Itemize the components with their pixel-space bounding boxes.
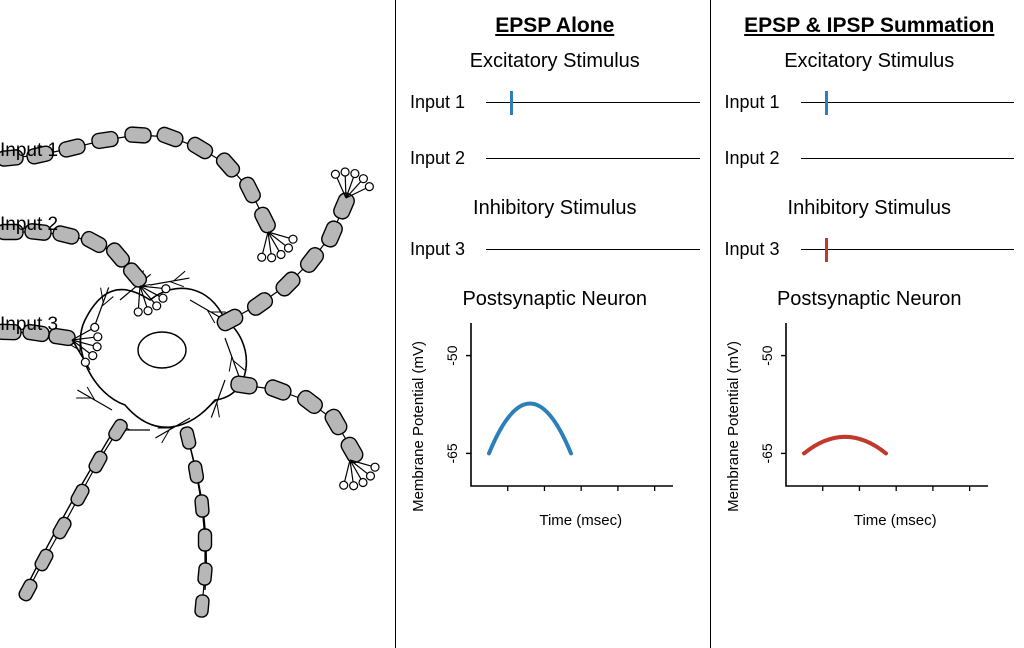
panel-title: EPSP Alone bbox=[410, 14, 700, 38]
stimulus-tick bbox=[825, 91, 828, 115]
response-chart: Membrane Potential (mV) -65 -50 bbox=[410, 317, 700, 512]
y-axis-label: Membrane Potential (mV) bbox=[725, 341, 742, 512]
svg-text:-50: -50 bbox=[759, 345, 775, 365]
stimulus-timeline bbox=[486, 158, 700, 159]
response-svg: -65 -50 bbox=[744, 317, 994, 512]
chart-panel: EPSP & IPSP Summation Excitatory Stimulus… bbox=[710, 0, 1024, 648]
stimulus-input-label: Input 1 bbox=[410, 92, 480, 113]
stimulus-input-row: Input 3 bbox=[725, 234, 1015, 264]
stimulus-input-row: Input 2 bbox=[410, 143, 700, 173]
stimulus-input-label: Input 3 bbox=[410, 239, 480, 260]
x-axis-label: Time (msec) bbox=[725, 512, 1015, 529]
response-svg: -65 -50 bbox=[429, 317, 679, 512]
stimulus-input-row: Input 3 bbox=[410, 234, 700, 264]
response-chart: Membrane Potential (mV) -65 -50 bbox=[725, 317, 1015, 512]
stimulus-input-label: Input 2 bbox=[410, 148, 480, 169]
stimulus-input-row: Input 2 bbox=[725, 143, 1015, 173]
stimulus-timeline bbox=[801, 102, 1015, 103]
excitatory-title: Excitatory Stimulus bbox=[410, 50, 700, 73]
chart-panels: EPSP Alone Excitatory Stimulus Input 1 Inpu… bbox=[395, 0, 1024, 648]
stimulus-timeline bbox=[801, 249, 1015, 250]
stimulus-tick bbox=[825, 238, 828, 262]
stimulus-tick bbox=[510, 91, 513, 115]
excitatory-title: Excitatory Stimulus bbox=[725, 50, 1015, 73]
stimulus-timeline bbox=[486, 249, 700, 250]
y-axis-label: Membrane Potential (mV) bbox=[410, 341, 427, 512]
stimulus-timeline bbox=[801, 158, 1015, 159]
stimulus-timeline bbox=[486, 102, 700, 103]
stimulus-input-row: Input 1 bbox=[725, 87, 1015, 117]
inhibitory-title: Inhibitory Stimulus bbox=[725, 197, 1015, 220]
neuron-input-label: Input 2 bbox=[0, 214, 58, 236]
svg-text:-65: -65 bbox=[759, 443, 775, 463]
neuron-column: Input 1 Input 2 Input 3 bbox=[0, 0, 395, 648]
neuron-input-label: Input 1 bbox=[0, 140, 58, 162]
panel-title: EPSP & IPSP Summation bbox=[725, 14, 1015, 38]
stimulus-input-row: Input 1 bbox=[410, 87, 700, 117]
x-axis-label: Time (msec) bbox=[410, 512, 700, 529]
neuron-input-label: Input 3 bbox=[0, 314, 58, 336]
inhibitory-title: Inhibitory Stimulus bbox=[410, 197, 700, 220]
response-title: Postsynaptic Neuron bbox=[725, 288, 1015, 311]
page-root: Input 1 Input 2 Input 3 EPSP Alone Excitato… bbox=[0, 0, 1024, 648]
stimulus-input-label: Input 2 bbox=[725, 148, 795, 169]
stimulus-input-label: Input 1 bbox=[725, 92, 795, 113]
neuron-diagram bbox=[0, 0, 395, 648]
svg-text:-65: -65 bbox=[444, 443, 460, 463]
chart-panel: EPSP Alone Excitatory Stimulus Input 1 Inpu… bbox=[395, 0, 710, 648]
stimulus-input-label: Input 3 bbox=[725, 239, 795, 260]
response-title: Postsynaptic Neuron bbox=[410, 288, 700, 311]
svg-text:-50: -50 bbox=[444, 345, 460, 365]
